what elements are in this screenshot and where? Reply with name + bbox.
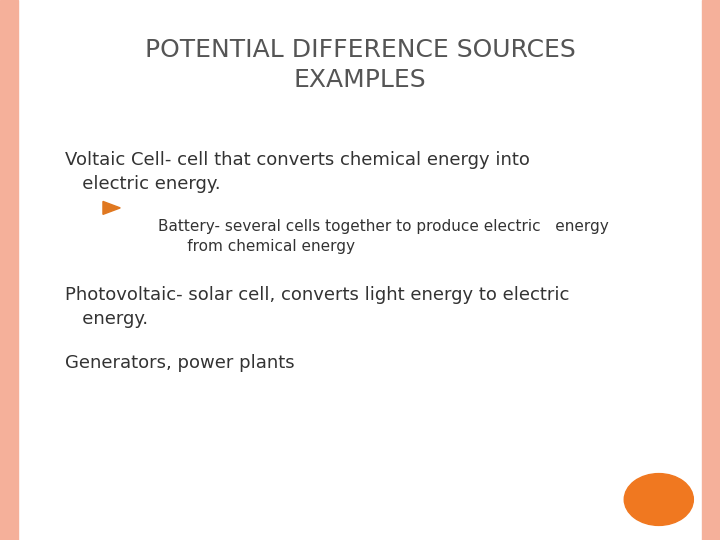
Text: Photovoltaic- solar cell, converts light energy to electric
   energy.: Photovoltaic- solar cell, converts light… [65, 286, 570, 328]
Text: POTENTIAL DIFFERENCE SOURCES
EXAMPLES: POTENTIAL DIFFERENCE SOURCES EXAMPLES [145, 38, 575, 92]
Polygon shape [103, 201, 120, 214]
Text: Voltaic Cell- cell that converts chemical energy into
   electric energy.: Voltaic Cell- cell that converts chemica… [65, 151, 530, 193]
Circle shape [624, 474, 693, 525]
Bar [702, 0, 720, 540]
Text: Generators, power plants: Generators, power plants [65, 354, 294, 372]
Bar [0, 0, 18, 540]
Text: Battery- several cells together to produce electric   energy
      from chemical: Battery- several cells together to produ… [158, 219, 609, 253]
